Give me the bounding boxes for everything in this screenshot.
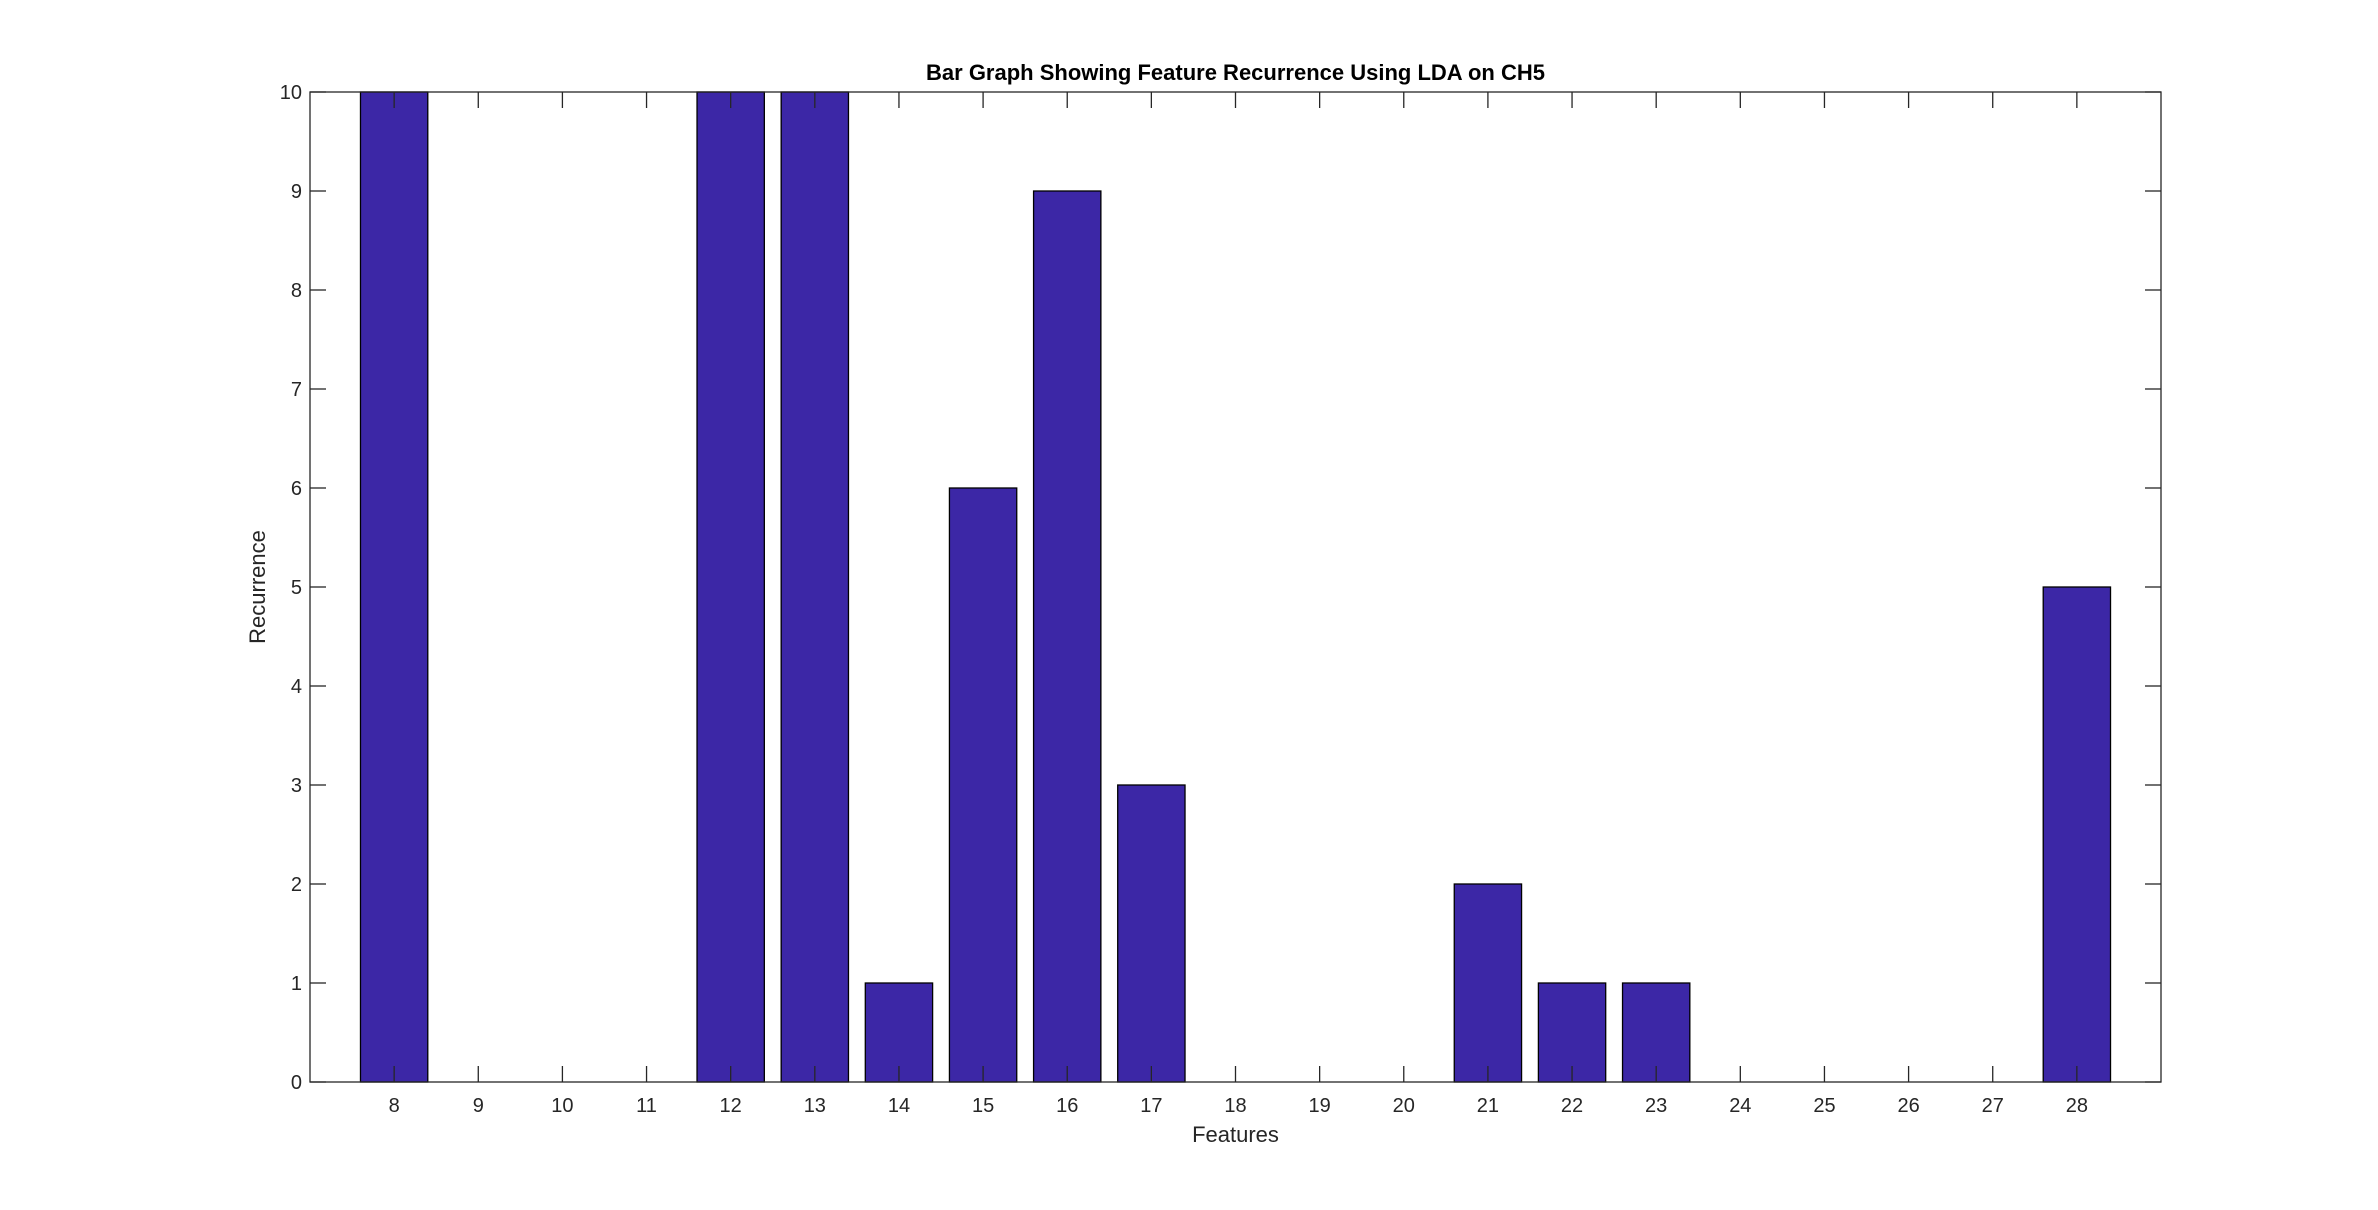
y-tick-label-3: 3: [291, 775, 302, 797]
x-tick-label-26: 26: [1897, 1095, 1919, 1117]
x-tick-label-17: 17: [1140, 1095, 1162, 1117]
bar-23: [1621, 982, 1691, 1083]
x-axis-label: Features: [1192, 1122, 1279, 1147]
y-tick-label-1: 1: [291, 973, 302, 995]
y-tick-label-8: 8: [291, 280, 302, 302]
bar-8: [359, 91, 429, 1083]
x-tick-label-16: 16: [1056, 1095, 1078, 1117]
bar-15: [948, 487, 1018, 1083]
plot-frame: [309, 91, 2162, 1083]
y-tick-label-5: 5: [291, 577, 302, 599]
y-tick-label-0: 0: [291, 1072, 302, 1094]
x-tick-label-27: 27: [1982, 1095, 2004, 1117]
x-tick-label-8: 8: [389, 1095, 400, 1117]
y-axis-label: Recurrence: [245, 530, 270, 644]
bar-16: [1032, 190, 1102, 1083]
x-tick-label-11: 11: [636, 1095, 657, 1117]
bar-14: [864, 982, 934, 1083]
x-tick-label-20: 20: [1393, 1095, 1415, 1117]
x-tick-label-28: 28: [2066, 1095, 2088, 1117]
y-tick-label-6: 6: [291, 478, 302, 500]
x-tick-label-12: 12: [720, 1095, 742, 1117]
bar-28: [2042, 586, 2112, 1083]
x-tick-label-22: 22: [1561, 1095, 1583, 1117]
x-tick-label-9: 9: [473, 1095, 484, 1117]
x-tick-label-24: 24: [1729, 1095, 1751, 1117]
x-tick-label-23: 23: [1645, 1095, 1667, 1117]
y-tick-label-9: 9: [291, 181, 302, 203]
y-tick-label-10: 10: [280, 82, 302, 104]
x-tick-label-19: 19: [1309, 1095, 1331, 1117]
x-tick-label-10: 10: [551, 1095, 573, 1117]
y-tick-label-4: 4: [291, 676, 302, 698]
x-tick-label-18: 18: [1224, 1095, 1246, 1117]
plot-area: [310, 92, 2161, 1082]
x-tick-label-15: 15: [972, 1095, 994, 1117]
x-tick-label-25: 25: [1813, 1095, 1835, 1117]
bar-17: [1117, 784, 1186, 1083]
y-tick-label-7: 7: [291, 379, 302, 401]
chart-title: Bar Graph Showing Feature Recurrence Usi…: [926, 60, 1545, 85]
x-tick-label-14: 14: [888, 1095, 910, 1117]
bar-13: [780, 91, 850, 1083]
x-tick-label-13: 13: [804, 1095, 826, 1117]
y-tick-label-2: 2: [291, 874, 302, 896]
bar-21: [1453, 883, 1523, 1083]
bar-12: [696, 91, 765, 1083]
x-tick-label-21: 21: [1477, 1095, 1499, 1117]
